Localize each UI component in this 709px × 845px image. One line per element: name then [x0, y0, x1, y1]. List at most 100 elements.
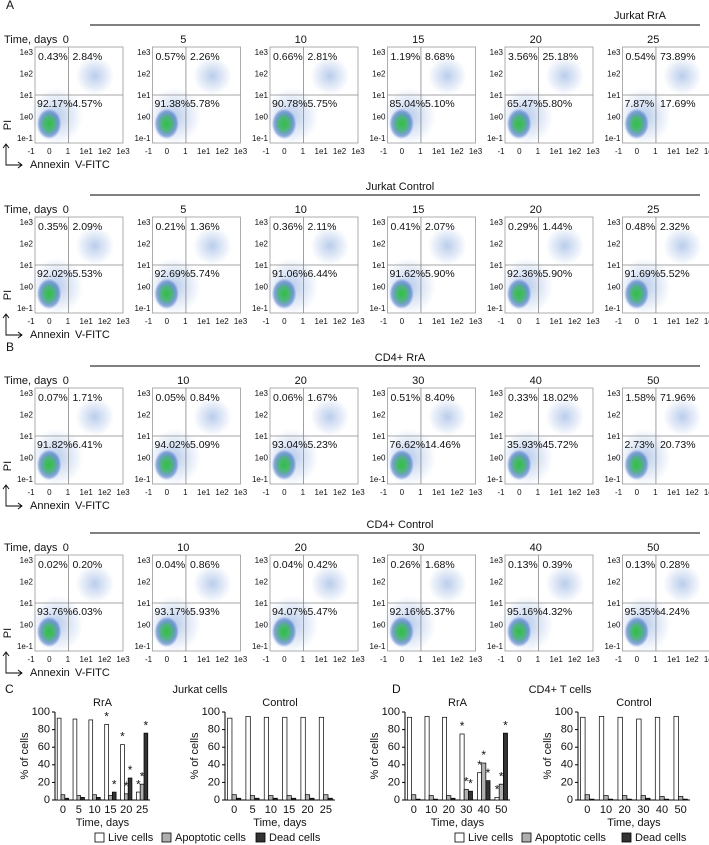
quadrant-percent: 90.78% [272, 98, 308, 110]
flow-x-tick: -1 [497, 317, 505, 326]
group-title: CD4+ T cells [529, 684, 592, 696]
y-axis-title: % of cells [369, 732, 381, 780]
chart-title: Control [262, 697, 297, 709]
quadrant-percent: 94.07% [272, 606, 308, 618]
cell-cluster [506, 449, 532, 481]
cell-cluster [506, 616, 532, 648]
flow-x-tick: 0 [517, 488, 522, 497]
y-tick-label: 40 [388, 759, 400, 771]
x-tick-label: 10 [425, 804, 437, 816]
axis-arrow [2, 143, 23, 169]
flow-y-tick: 1e0 [372, 113, 386, 122]
flow-x-tick: 0 [282, 655, 287, 664]
flow-x-tick: 1 [536, 317, 541, 326]
y-tick-label: 60 [38, 741, 50, 753]
bar [459, 733, 465, 801]
flow-y-tick: 1e0 [607, 454, 621, 463]
x-tick-label: 20 [301, 804, 313, 816]
flow-x-tick: -1 [27, 488, 35, 497]
quadrant-percent: 1.58% [626, 392, 656, 404]
flow-x-tick: 0 [165, 317, 170, 326]
bar [111, 791, 117, 801]
legend-swatch [255, 832, 266, 843]
quadrant-percent: 5.75% [307, 98, 337, 110]
bar [424, 716, 430, 801]
bar [485, 780, 491, 801]
flow-y-tick: 1e3 [607, 48, 621, 57]
flow-x-tick: 1e2 [98, 655, 112, 664]
flow-x-tick: 1e1 [432, 317, 446, 326]
flow-y-tick: 1e3 [137, 218, 151, 227]
time-label: Time, days [4, 542, 58, 554]
flow-x-tick: 1 [66, 317, 71, 326]
y-tick-label: 80 [38, 724, 50, 736]
panel-letter: D [392, 682, 401, 696]
flow-x-tick: -1 [27, 317, 35, 326]
significance: * [144, 718, 149, 732]
flow-x-tick: 1 [536, 655, 541, 664]
flow-y-tick: 1e-1 [604, 475, 621, 484]
flow-y-tick: 1e3 [372, 218, 386, 227]
flow-y-tick: 1e3 [607, 218, 621, 227]
flow-y-tick: 1e3 [372, 556, 386, 565]
bar [120, 744, 125, 801]
bar [428, 795, 434, 801]
flow-x-tick: 1e3 [469, 317, 483, 326]
quadrant-percent: 5.47% [307, 606, 337, 618]
flow-y-tick: 1e0 [255, 621, 269, 630]
flow-y-tick: 1e0 [255, 113, 269, 122]
row-title: CD4+ RrA [375, 352, 426, 364]
flow-y-tick: 1e0 [490, 113, 504, 122]
flow-y-tick: 1e0 [137, 621, 151, 630]
bar [327, 797, 333, 801]
quadrant-percent: 91.69% [625, 268, 661, 280]
x-tick-label: 10 [265, 804, 277, 816]
quadrant-percent: 5.90% [425, 268, 455, 280]
quadrant-percent: 95.16% [507, 606, 543, 618]
x-axis-label: V-FITC [75, 329, 110, 341]
y-tick-label: 40 [561, 759, 573, 771]
x-tick-label: 25 [320, 804, 332, 816]
y-tick-label: 100 [32, 706, 50, 718]
quadrant-percent: 91.06% [272, 268, 308, 280]
flow-y-tick: 1e2 [607, 578, 621, 587]
flow-x-tick: 1e3 [586, 317, 600, 326]
bar [249, 795, 256, 801]
cell-haze [75, 397, 115, 436]
bar [108, 795, 113, 801]
cell-haze [545, 56, 585, 95]
flow-y-tick: 1e1 [607, 261, 621, 270]
flow-x-tick: 0 [400, 147, 405, 156]
quadrant-percent: 2.07% [425, 221, 455, 233]
flow-x-tick: 0 [282, 147, 287, 156]
flow-y-tick: 1e-1 [604, 134, 621, 143]
quadrant-percent: 93.04% [272, 439, 308, 451]
bar [494, 797, 500, 801]
bar [323, 794, 329, 801]
cell-cluster [506, 278, 532, 310]
flow-x-tick: 1e1 [80, 317, 94, 326]
flow-x-tick: 1e1 [80, 488, 94, 497]
flow-x-tick: -1 [497, 488, 505, 497]
flow-y-tick: 1e-1 [252, 134, 269, 143]
flow-y-tick: 1e0 [372, 621, 386, 630]
significance: * [104, 709, 109, 723]
legend-label: Live cells [108, 832, 154, 844]
flow-x-tick: 1e3 [351, 488, 365, 497]
flow-y-tick: 1e3 [607, 389, 621, 398]
significance: * [468, 776, 473, 790]
cell-cluster [154, 108, 179, 140]
bar [318, 716, 324, 801]
cell-cluster [624, 616, 649, 648]
flow-x-tick: 1 [66, 147, 71, 156]
quadrant-percent: 0.41% [391, 221, 421, 233]
bar [433, 798, 438, 801]
quadrant-percent: 92.16% [390, 606, 426, 618]
flow-y-tick: 1e-1 [134, 134, 151, 143]
cell-haze [192, 56, 232, 95]
bar [272, 797, 278, 801]
row-title: Jurkat RrA [614, 10, 667, 22]
x-tick-label: 20 [443, 804, 455, 816]
flow-y-tick: 1e1 [255, 91, 269, 100]
cell-cluster [624, 108, 649, 140]
